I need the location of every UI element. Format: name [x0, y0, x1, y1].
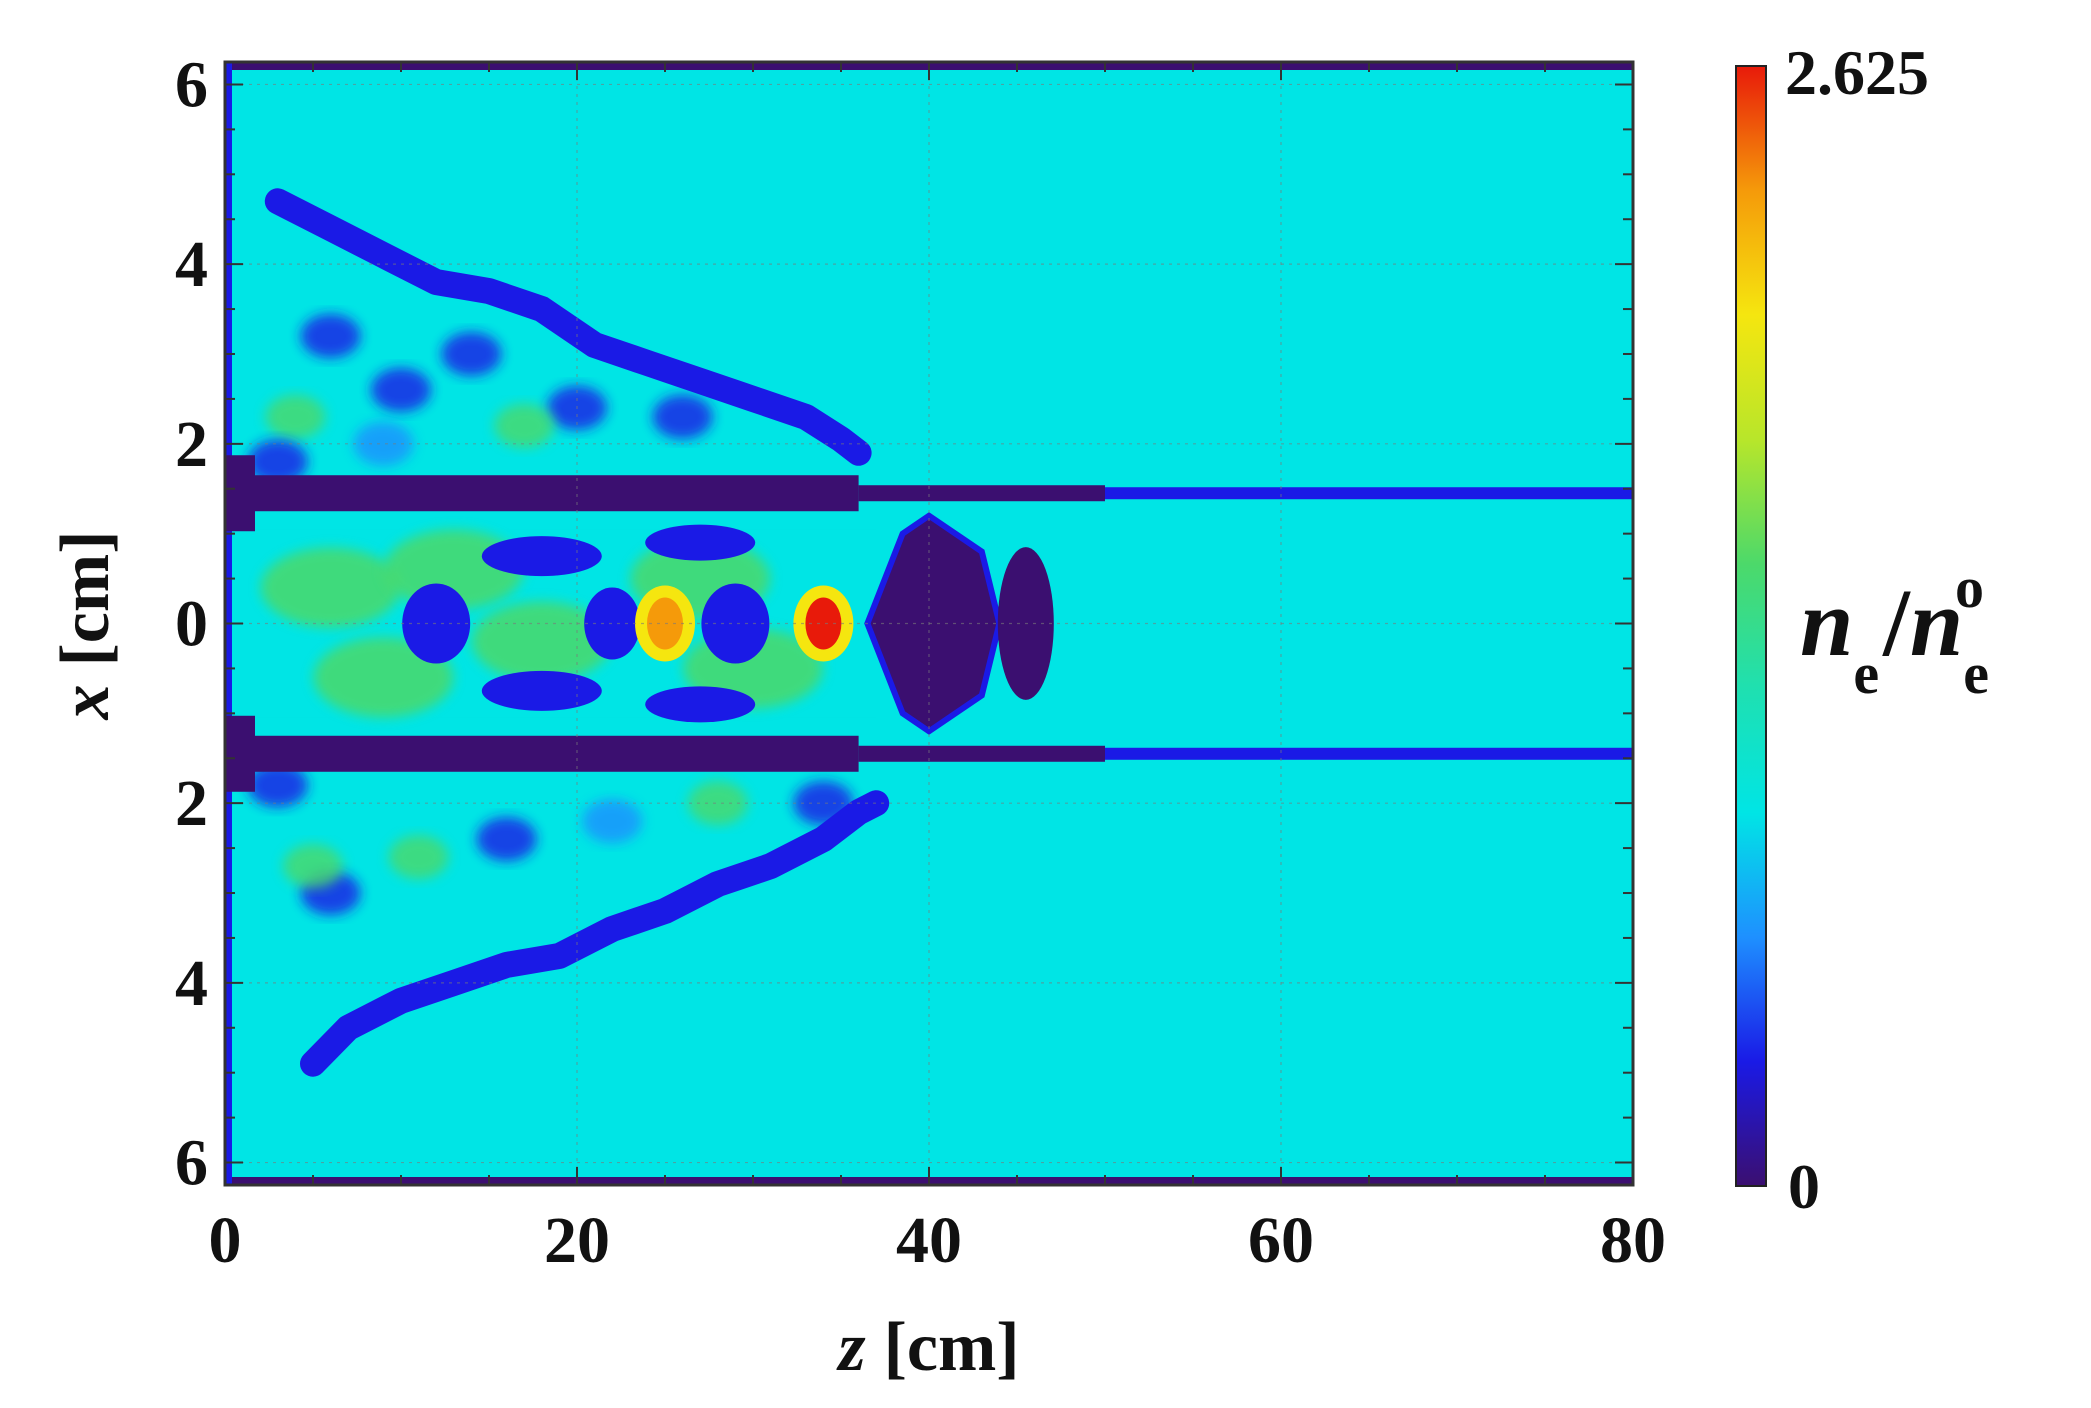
y-tick-label: 4 — [175, 947, 208, 1020]
density-blob — [494, 403, 555, 448]
colorbar-title-sub: e — [1853, 641, 1879, 706]
colorbar-title: ne/neo — [1800, 555, 1989, 706]
x-tick-label: 60 — [1248, 1204, 1314, 1277]
channel-hole — [481, 670, 602, 711]
density-blob — [371, 367, 431, 412]
wall-extension — [1105, 747, 1633, 760]
y-tick-label: 4 — [175, 228, 208, 301]
colorbar-gradient — [1735, 65, 1767, 1187]
plot-area — [223, 60, 1635, 1187]
wall-core — [225, 475, 859, 512]
colorbar-min-label: 0 — [1788, 1151, 1820, 1222]
y-tick-label: 6 — [175, 1127, 208, 1200]
density-blob — [441, 331, 502, 376]
y-tick-label: 6 — [175, 48, 208, 121]
density-blob — [582, 799, 643, 844]
channel-hole — [481, 536, 602, 577]
colorbar-title-sup2: o — [1955, 555, 1984, 620]
x-tick-label: 0 — [209, 1204, 242, 1277]
channel-patch — [471, 601, 612, 682]
density-blob — [353, 421, 414, 466]
y-tick-label: 2 — [175, 767, 208, 840]
colorbar-title-sep: / — [1882, 569, 1911, 676]
colorbar-max-label: 2.625 — [1785, 37, 1929, 108]
density-blob — [247, 763, 308, 808]
channel-hole — [645, 524, 756, 561]
wall-tail — [858, 485, 1105, 502]
density-blob — [476, 817, 537, 862]
density-blob — [247, 439, 308, 484]
y-axis-title: x [cm] — [47, 530, 124, 720]
density-blob — [300, 314, 361, 359]
x-axis-title: z [cm] — [836, 1309, 1019, 1386]
wall-core — [225, 735, 859, 772]
channel-hole — [645, 686, 756, 723]
x-axis-tick-labels: 0 20 40 60 80 — [209, 1204, 1667, 1277]
x-tick-label: 20 — [544, 1204, 610, 1277]
channel-hole — [402, 583, 471, 664]
x-axis-symbol: z — [836, 1309, 865, 1386]
upper-shock-front — [264, 188, 872, 466]
lower-shock-front — [300, 790, 890, 1077]
axis-ticks — [224, 62, 1634, 1185]
channel-patch — [260, 547, 401, 628]
colorbar: 2.625 0 ne/neo — [1735, 37, 1989, 1222]
x-tick-label: 80 — [1600, 1204, 1666, 1277]
density-blob — [652, 394, 713, 439]
colorbar-title-sub2: e — [1963, 641, 1989, 706]
density-blob — [687, 781, 748, 826]
density-blob — [388, 835, 449, 880]
wall-extension — [1105, 487, 1633, 500]
y-axis-symbol: x — [47, 685, 124, 721]
x-axis-unit: [cm] — [884, 1309, 1020, 1386]
y-tick-label: 2 — [175, 408, 208, 481]
density-peak — [805, 597, 842, 650]
y-axis-tick-labels: 6 4 2 0 2 4 6 — [175, 48, 208, 1199]
density-blob — [283, 844, 343, 889]
colorbar-title-symbol2: n — [1910, 569, 1963, 676]
wall-end-block — [225, 715, 255, 792]
channel-hole — [584, 587, 641, 660]
y-axis-unit: [cm] — [47, 530, 124, 666]
density-blob — [265, 394, 326, 439]
y-tick-label: 0 — [175, 588, 208, 661]
wall-tail — [858, 745, 1105, 762]
channel-hole — [701, 583, 770, 664]
x-tick-label: 40 — [896, 1204, 962, 1277]
colorbar-title-symbol: n — [1800, 569, 1853, 676]
wall-end-block — [225, 455, 255, 532]
